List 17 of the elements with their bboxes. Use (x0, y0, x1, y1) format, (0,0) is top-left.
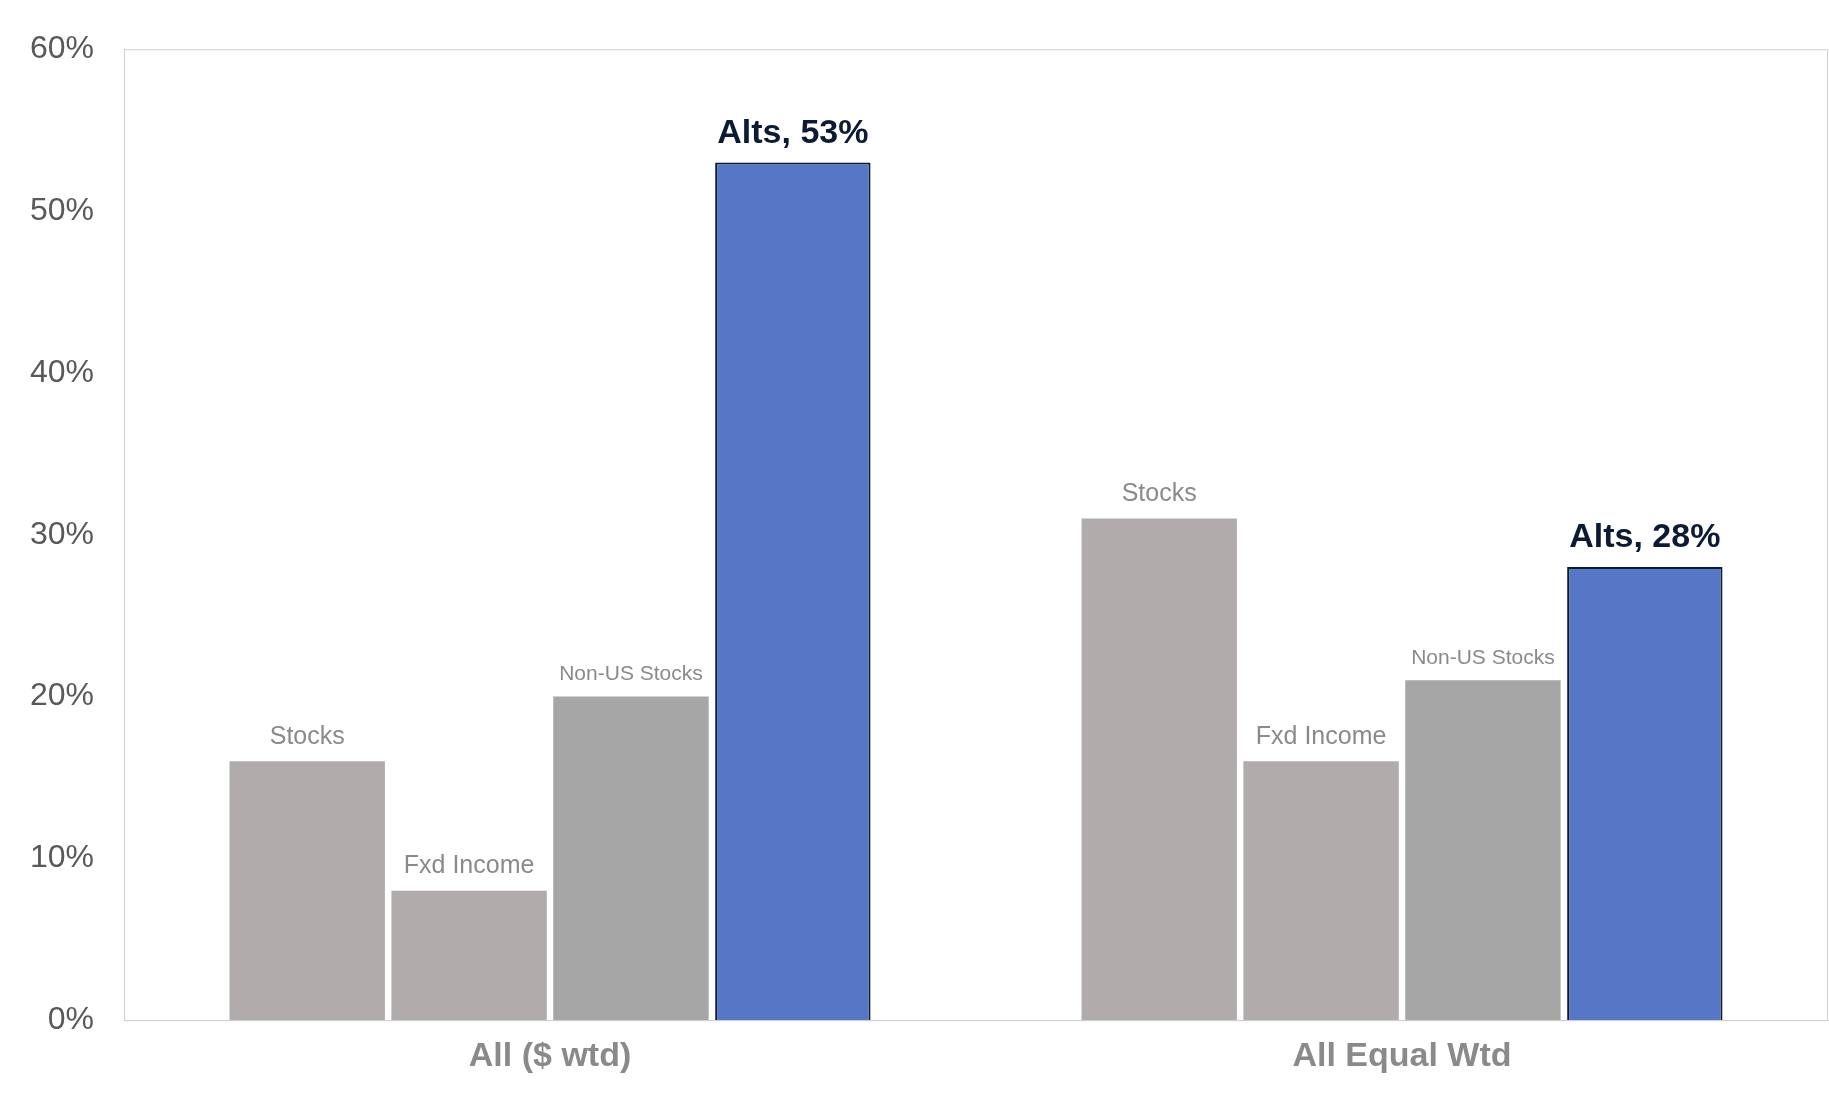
data-label: Alts, 53% (717, 111, 869, 150)
x-tick-label: All Equal Wtd (1292, 1034, 1512, 1073)
y-tick-label: 10% (30, 838, 95, 875)
series-label: Non-US Stocks (559, 660, 703, 684)
y-tick-label: 0% (47, 1000, 95, 1037)
y-tick-label: 60% (30, 29, 95, 66)
data-label: Alts, 28% (1569, 516, 1721, 555)
y-tick-label: 20% (30, 676, 95, 713)
series-label: Stocks (1121, 477, 1197, 506)
y-tick-label: 40% (30, 352, 95, 389)
series-label: Fxd Income (403, 850, 535, 879)
text: Non-US Stocks (1411, 644, 1555, 668)
x-tick-label: All ($ wtd) (468, 1034, 632, 1073)
text: Fxd Income (1255, 720, 1387, 749)
y-tick-label: 50% (30, 190, 95, 227)
y-tick-label: 30% (30, 514, 95, 551)
text: Stocks (269, 720, 345, 749)
